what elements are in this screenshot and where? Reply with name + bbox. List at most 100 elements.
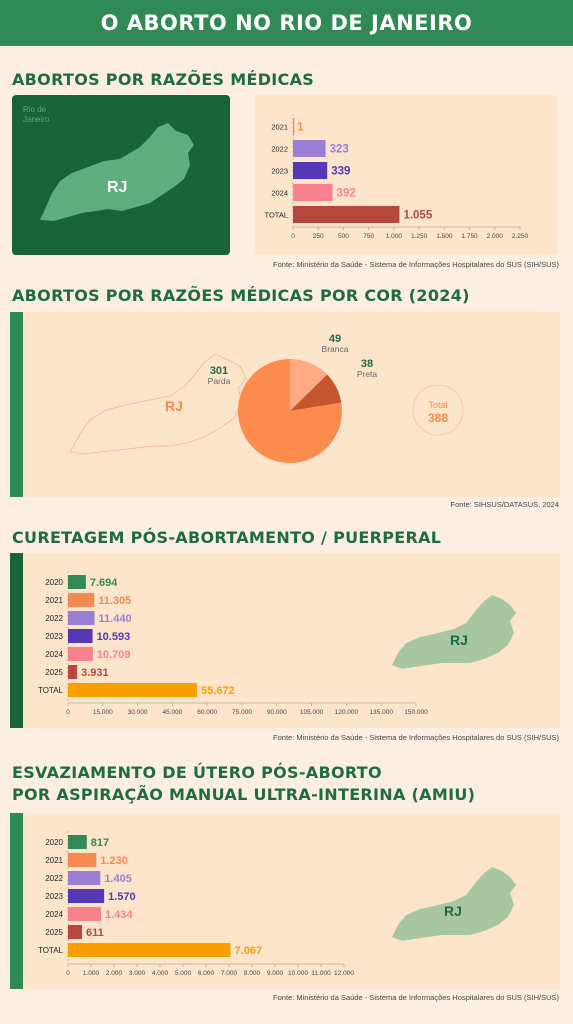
chart1-category-label: TOTAL [265,211,288,220]
chart1-value-label: 339 [331,166,350,178]
chart3-category-label: TOTAL [38,686,64,695]
pie-slice-preta [290,374,342,411]
chart1-value-label: 1.055 [403,210,432,222]
total-label: Total [428,400,447,410]
chart4-bar [68,835,87,849]
chart4-value-label: 1.230 [100,855,128,867]
pie-slice-parda [237,359,342,463]
chart1-bar [293,140,326,157]
section1-title: Abortos por razões médicas [12,70,315,89]
chart4-x-tick-label: 11.000 [311,970,331,977]
chart3-category-label: 2020 [45,578,63,587]
chart4-panel: RJ 0 1.000 2.000 3.000 4.000 5.000 6.000 7.000 8… [10,813,560,989]
chart4-x-tick-label: 10.000 [288,970,308,977]
section1-source: Fonte: Ministério da Saúde - Sistema de … [273,260,559,269]
chart4-value-label: 1.570 [108,891,136,903]
chart1-x-tick-label: 1.000 [386,233,403,240]
chart4-category-label: 2024 [45,910,63,919]
rj-map-card: Rio de Janeiro RJ [12,95,230,255]
chart3-map-label-rj: RJ [450,632,468,648]
chart4-x-tick-label: 9.000 [267,970,284,977]
chart3-accent-bar [10,553,23,728]
pie-name-label: Branca [322,344,349,354]
rj-map-shape: RJ [40,123,194,221]
chart4-category-label: 2020 [45,838,63,847]
chart3-bar [68,647,93,661]
chart3-category-label: 2022 [45,614,63,623]
chart2-panel: RJ Total 388 49 Branca 38 Preta 301 Parda [10,312,560,497]
chart4-x-tick-label: 0 [66,970,70,977]
chart4-map-label-rj: RJ [444,903,462,919]
chart1-bar [293,118,295,135]
chart4-bar [68,925,83,939]
chart3-x-tick-label: 120.000 [335,709,359,716]
chart3-bar [68,629,93,643]
chart4-x-tick-label: 2.000 [106,970,123,977]
page-title: O aborto no Rio de Janeiro [100,11,473,35]
pie-value-label: 49 [329,333,341,345]
chart4-bar [68,943,231,957]
chart4-value-label: 1.405 [104,873,132,885]
chart3-value-label: 10.593 [97,631,131,643]
chart3-category-label: 2025 [45,668,63,677]
chart4-x-tick-label: 7.000 [221,970,238,977]
chart1-value-label: 392 [337,188,356,200]
chart4-category-label: 2022 [45,874,63,883]
chart1-panel: 0 250 500 750 1.000 1.250 1.500 1.750 2.000 2.250… [255,95,557,255]
chart1-x-tick-label: 250 [313,233,324,240]
chart3-value-label: 10.709 [97,649,131,661]
chart1-category-label: 2023 [271,167,288,176]
section3-source: Fonte: Ministério da Saúde - Sistema de … [273,733,559,742]
chart4-map: RJ [392,867,516,941]
section4-title-line2: por aspiração manual ultra-interina (AMI… [12,785,476,804]
section2-source: Fonte: SIHSUS/DATASUS, 2024 [450,500,559,509]
chart4-accent-bar [10,813,23,989]
chart3-bar [68,665,78,679]
chart1-bar [293,162,328,179]
chart1-x-tick-label: 0 [291,233,295,240]
chart1-bar [293,206,400,223]
chart3-value-label: 7.694 [90,577,118,589]
chart3-x-tick-label: 150.000 [404,709,428,716]
chart3-x-tick-label: 60.000 [197,709,217,716]
chart3-x-tick-label: 15.000 [93,709,113,716]
chart4-x-tick-label: 3.000 [129,970,146,977]
chart4-x-tick-label: 12.000 [334,970,354,977]
chart1-x-tick-label: 1.500 [436,233,453,240]
chart1-x-tick-label: 2.000 [487,233,504,240]
chart1-x-tick-label: 500 [338,233,349,240]
chart3-value-label: 3.931 [81,667,109,679]
chart4-value-label: 7.067 [235,945,263,957]
chart3-x-tick-label: 30.000 [128,709,148,716]
chart1-value-label: 323 [330,144,349,156]
chart3-x-tick-label: 0 [66,709,70,716]
section4-title-line1: Esvaziamento de útero pós-aborto [12,763,382,782]
chart4-bar-chart: 0 1.000 2.000 3.000 4.000 5.000 6.000 7.000 8.00… [38,831,354,977]
chart3-x-tick-label: 90.000 [267,709,287,716]
chart3-value-label: 11.440 [99,613,132,625]
chart1-category-label: 2021 [271,123,288,132]
chart1-x-tick-label: 1.250 [411,233,428,240]
chart2-outline-map: RJ Total 388 [69,353,464,455]
chart2-map-label-rj: RJ [165,398,183,414]
chart3-category-label: 2024 [45,650,63,659]
chart3-bar-chart: 0 15.000 30.000 45.000 60.000 75.000 90.000 105… [38,571,428,716]
chart1-bar-chart: 0 250 500 750 1.000 1.250 1.500 1.750 2.000 2.250… [265,114,529,240]
chart1-bar [293,184,333,201]
total-ring [412,384,464,436]
chart3-x-tick-label: 135.000 [369,709,393,716]
pie-value-label: 38 [361,358,373,370]
chart4-bar [68,889,105,903]
chart4-x-tick-label: 5.000 [175,970,192,977]
section2-title: Abortos por razões médicas por cor (2024… [12,286,470,305]
chart4-x-tick-label: 8.000 [244,970,261,977]
section3-title: Curetagem pós-abortamento / puerperal [12,528,442,547]
chart3-map: RJ [392,595,516,669]
chart4-category-label: 2021 [45,856,63,865]
chart3-x-tick-label: 45.000 [162,709,182,716]
section4-source: Fonte: Ministério da Saúde - Sistema de … [273,993,559,1002]
chart3-bar [68,593,95,607]
chart4-value-label: 611 [86,927,104,939]
chart4-category-label: 2023 [45,892,63,901]
